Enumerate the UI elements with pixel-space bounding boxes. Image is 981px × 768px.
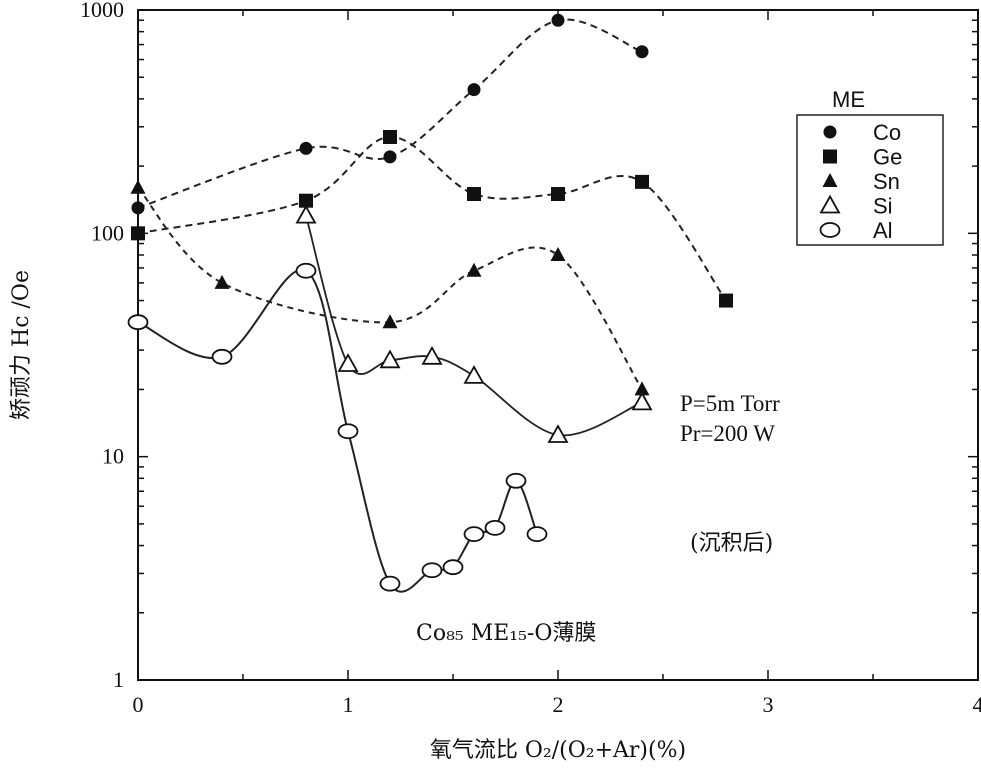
marker-co <box>299 141 313 155</box>
marker-sn <box>634 381 650 396</box>
marker-ge <box>299 193 313 208</box>
marker-sn <box>130 179 146 194</box>
legend-label-al: Al <box>873 218 893 243</box>
x-tick-label: 4 <box>973 692 981 717</box>
marker-co <box>383 150 397 164</box>
marker-ge <box>551 187 565 202</box>
marker-al <box>526 526 548 543</box>
legend-marker-sn <box>822 173 838 187</box>
marker-si <box>631 391 653 411</box>
marker-al <box>421 562 443 579</box>
marker-al <box>379 575 401 592</box>
annotation-film: Co₈₅ ME₁₅-O薄膜 <box>416 621 596 646</box>
data-markers <box>127 13 733 592</box>
marker-al <box>295 262 317 279</box>
legend-label-sn: Sn <box>873 169 900 194</box>
marker-ge <box>467 187 481 202</box>
marker-co <box>551 13 565 27</box>
x-axis-title: 氧气流比 O₂/(O₂+Ar)(%) <box>430 738 686 763</box>
annotation-pressure: P=5m Torr <box>680 391 780 416</box>
legend-title: ME <box>832 87 865 112</box>
marker-si <box>379 349 401 369</box>
legend-box <box>796 114 944 246</box>
marker-ge <box>719 293 733 308</box>
marker-al <box>127 314 149 331</box>
trend-curves <box>137 18 727 593</box>
marker-al <box>211 348 233 365</box>
y-tick-label: 1000 <box>80 0 124 22</box>
annotations: P=5m Torr Pr=200 W (沉积后) Co₈₅ ME₁₅-O薄膜 <box>416 391 780 646</box>
x-tick-label: 3 <box>763 692 774 717</box>
legend-label-ge: Ge <box>873 145 902 170</box>
x-tick-label: 2 <box>553 692 564 717</box>
y-tick-label: 100 <box>91 220 124 245</box>
annotation-state: (沉积后) <box>690 531 773 556</box>
marker-al <box>505 472 527 489</box>
trend-line-ge <box>137 135 727 302</box>
legend-label-co: Co <box>873 120 901 145</box>
annotation-power: Pr=200 W <box>680 421 775 446</box>
marker-si <box>547 424 569 443</box>
marker-si <box>337 353 359 372</box>
trend-line-si <box>305 215 643 437</box>
trend-line-al <box>137 268 538 593</box>
marker-si <box>421 345 443 365</box>
legend-label-si: Si <box>873 194 893 219</box>
marker-al <box>337 423 359 440</box>
marker-sn <box>466 262 482 277</box>
x-tick-label: 1 <box>343 692 354 717</box>
marker-si <box>295 204 317 224</box>
marker-ge <box>131 226 145 241</box>
marker-sn <box>382 314 398 329</box>
legend-marker-co <box>823 125 837 139</box>
marker-ge <box>635 174 649 189</box>
legend-marker-ge <box>823 149 837 164</box>
y-axis-title: 矫顽力 Hc /Oe <box>9 270 34 420</box>
y-tick-label: 10 <box>102 444 124 469</box>
marker-al <box>484 519 506 536</box>
marker-al <box>442 559 464 576</box>
marker-sn <box>550 246 566 261</box>
marker-al <box>463 526 485 543</box>
trend-line-co <box>137 18 643 209</box>
legend-marker-si <box>819 194 841 214</box>
marker-ge <box>383 129 397 144</box>
x-tick-label: 0 <box>133 692 144 717</box>
y-tick-label: 1 <box>113 667 124 692</box>
marker-co <box>635 45 649 59</box>
marker-co <box>467 83 481 97</box>
legend-marker-al <box>819 222 841 238</box>
marker-si <box>463 365 485 384</box>
trend-line-sn <box>137 187 643 390</box>
marker-co <box>131 201 145 215</box>
marker-sn <box>214 274 230 289</box>
